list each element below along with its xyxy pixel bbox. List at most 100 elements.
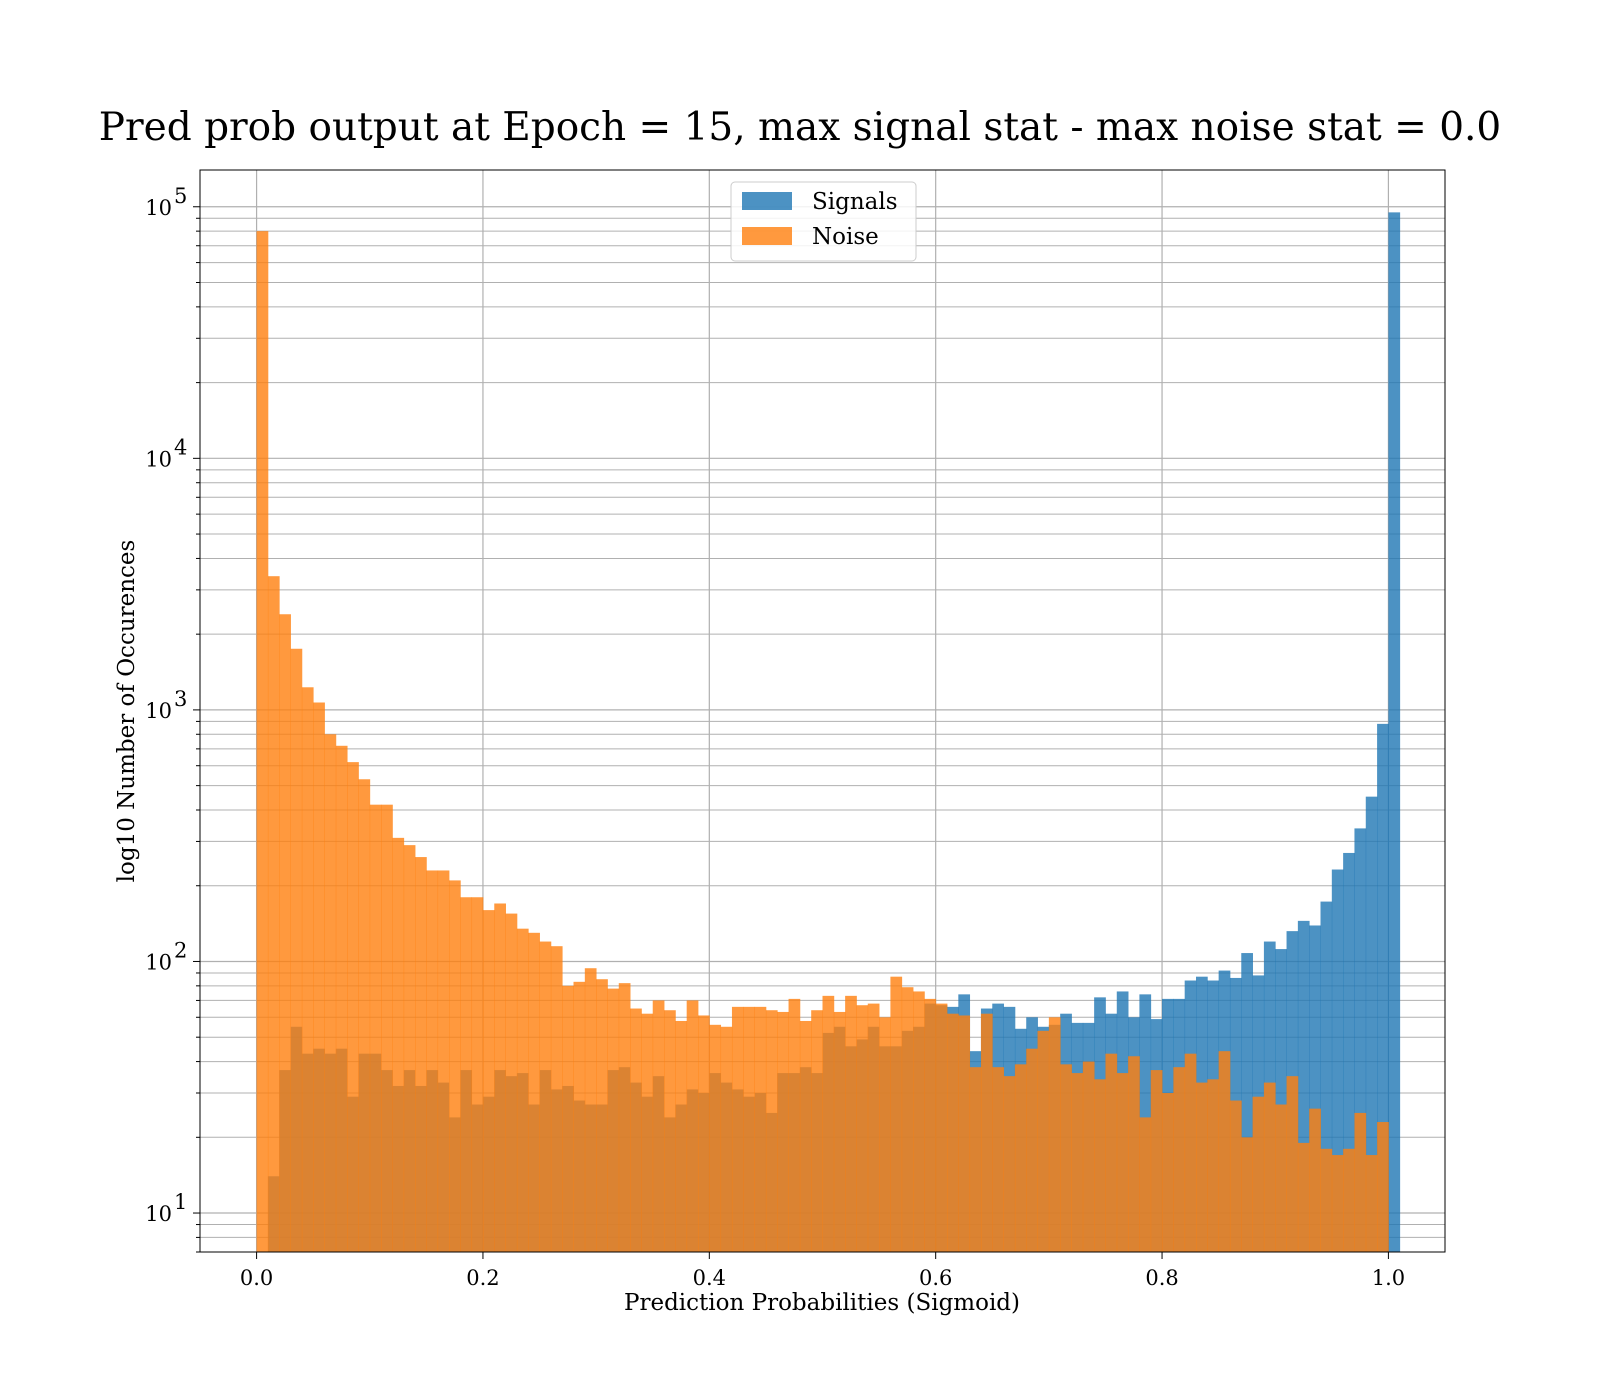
chart-title: Pred prob output at Epoch = 15, max sign… (99, 105, 1501, 150)
bar-signals (1331, 869, 1344, 1252)
bar-noise (1082, 1061, 1095, 1252)
bar-noise (256, 231, 269, 1252)
bar-noise (980, 1013, 993, 1252)
bar-noise (381, 804, 393, 1252)
bar-noise (460, 897, 473, 1252)
bar-noise (1365, 1155, 1378, 1252)
bar-noise (1037, 1030, 1050, 1252)
bar-noise (584, 968, 597, 1252)
bar-noise (1094, 1079, 1106, 1252)
bar-noise (913, 991, 925, 1252)
bar-noise (924, 998, 937, 1252)
bar-noise (1275, 1104, 1287, 1252)
bar-noise (550, 946, 563, 1252)
bar-noise (1377, 1122, 1389, 1252)
bar-signals (1320, 901, 1333, 1252)
bar-noise (1071, 1073, 1084, 1252)
y-tick-exponent: 1 (174, 1190, 187, 1214)
bar-noise (969, 1067, 982, 1252)
bar-noise (1139, 1117, 1152, 1252)
y-tick-label: 10 (145, 699, 172, 723)
series-noise (256, 231, 1389, 1252)
bar-noise (369, 804, 382, 1252)
bar-noise (335, 745, 348, 1252)
bar-noise (562, 985, 574, 1252)
y-tick-label: 10 (145, 447, 172, 471)
bar-noise (607, 988, 620, 1252)
bar-noise (1343, 1148, 1355, 1252)
bar-noise (822, 995, 835, 1252)
bar-noise (641, 1013, 654, 1252)
bar-noise (1297, 1142, 1310, 1252)
bar-noise (494, 903, 506, 1252)
bar-noise (1263, 1082, 1276, 1252)
bar-signals (1241, 953, 1253, 1252)
bar-noise (516, 928, 529, 1252)
legend-label-signals: Signals (812, 189, 898, 215)
bar-noise (833, 1011, 846, 1252)
bar-noise (1150, 1070, 1163, 1252)
legend: Signals Noise (730, 181, 917, 262)
bar-noise (347, 762, 359, 1252)
bar-noise (743, 1006, 755, 1252)
bar-noise (754, 1006, 767, 1252)
plot-frame (199, 169, 1446, 1253)
bar-noise (777, 1011, 789, 1252)
bar-noise (788, 998, 801, 1252)
bar-noise (1229, 1100, 1242, 1252)
bar-noise (686, 1000, 699, 1252)
bar-signals (1309, 925, 1321, 1252)
bar-noise (573, 981, 586, 1252)
x-tick-label: 0.4 (693, 1266, 726, 1290)
bar-noise (1331, 1155, 1344, 1252)
bar-signals (1365, 796, 1378, 1252)
bar-noise (1105, 1053, 1118, 1252)
y-tick-exponent: 4 (174, 435, 187, 459)
bar-noise (1003, 1076, 1016, 1252)
bar-noise (720, 1026, 733, 1252)
bar-noise (1173, 1067, 1186, 1252)
y-tick-label: 10 (145, 1202, 172, 1226)
legend-swatch-noise (742, 227, 792, 245)
bar-noise (1184, 1053, 1197, 1252)
legend-label-noise: Noise (812, 224, 879, 250)
bar-noise (539, 941, 552, 1252)
bar-noise (879, 1017, 891, 1252)
bar-signals (1297, 920, 1310, 1252)
bar-noise (811, 1010, 823, 1252)
bar-noise (958, 1015, 971, 1252)
y-tick-exponent: 2 (174, 938, 187, 962)
bar-signals (1354, 828, 1367, 1252)
y-axis-label: log10 Number of Occurences (114, 540, 140, 883)
bar-noise (1048, 1017, 1061, 1252)
x-axis-label: Prediction Probabilities (Sigmoid) (624, 1290, 1020, 1316)
bar-noise (1196, 1082, 1208, 1252)
bar-noise (630, 1008, 642, 1252)
bar-noise (1218, 1051, 1231, 1252)
bar-noise (890, 976, 903, 1252)
bar-signals (1343, 852, 1355, 1252)
bar-noise (1320, 1148, 1333, 1252)
bar-noise (698, 1015, 710, 1252)
bar-noise (279, 614, 291, 1252)
bar-noise (290, 648, 303, 1252)
bar-noise (1207, 1079, 1220, 1252)
bar-signals (1377, 723, 1389, 1252)
bar-noise (313, 702, 325, 1252)
bar-noise (267, 576, 280, 1252)
bar-noise (1241, 1137, 1253, 1252)
bar-noise (1354, 1112, 1367, 1252)
x-tick-label: 0.6 (919, 1266, 952, 1290)
bar-noise (392, 837, 405, 1252)
bar-noise (664, 1010, 676, 1252)
bar-noise (301, 687, 314, 1252)
bar-noise (471, 897, 484, 1252)
bar-noise (528, 932, 540, 1252)
bar-noise (731, 1006, 744, 1252)
bar-noise (845, 995, 857, 1252)
bar-noise (324, 734, 337, 1252)
bar-noise (596, 979, 608, 1252)
bar-noise (947, 1013, 959, 1252)
bar-noise (675, 1020, 688, 1252)
